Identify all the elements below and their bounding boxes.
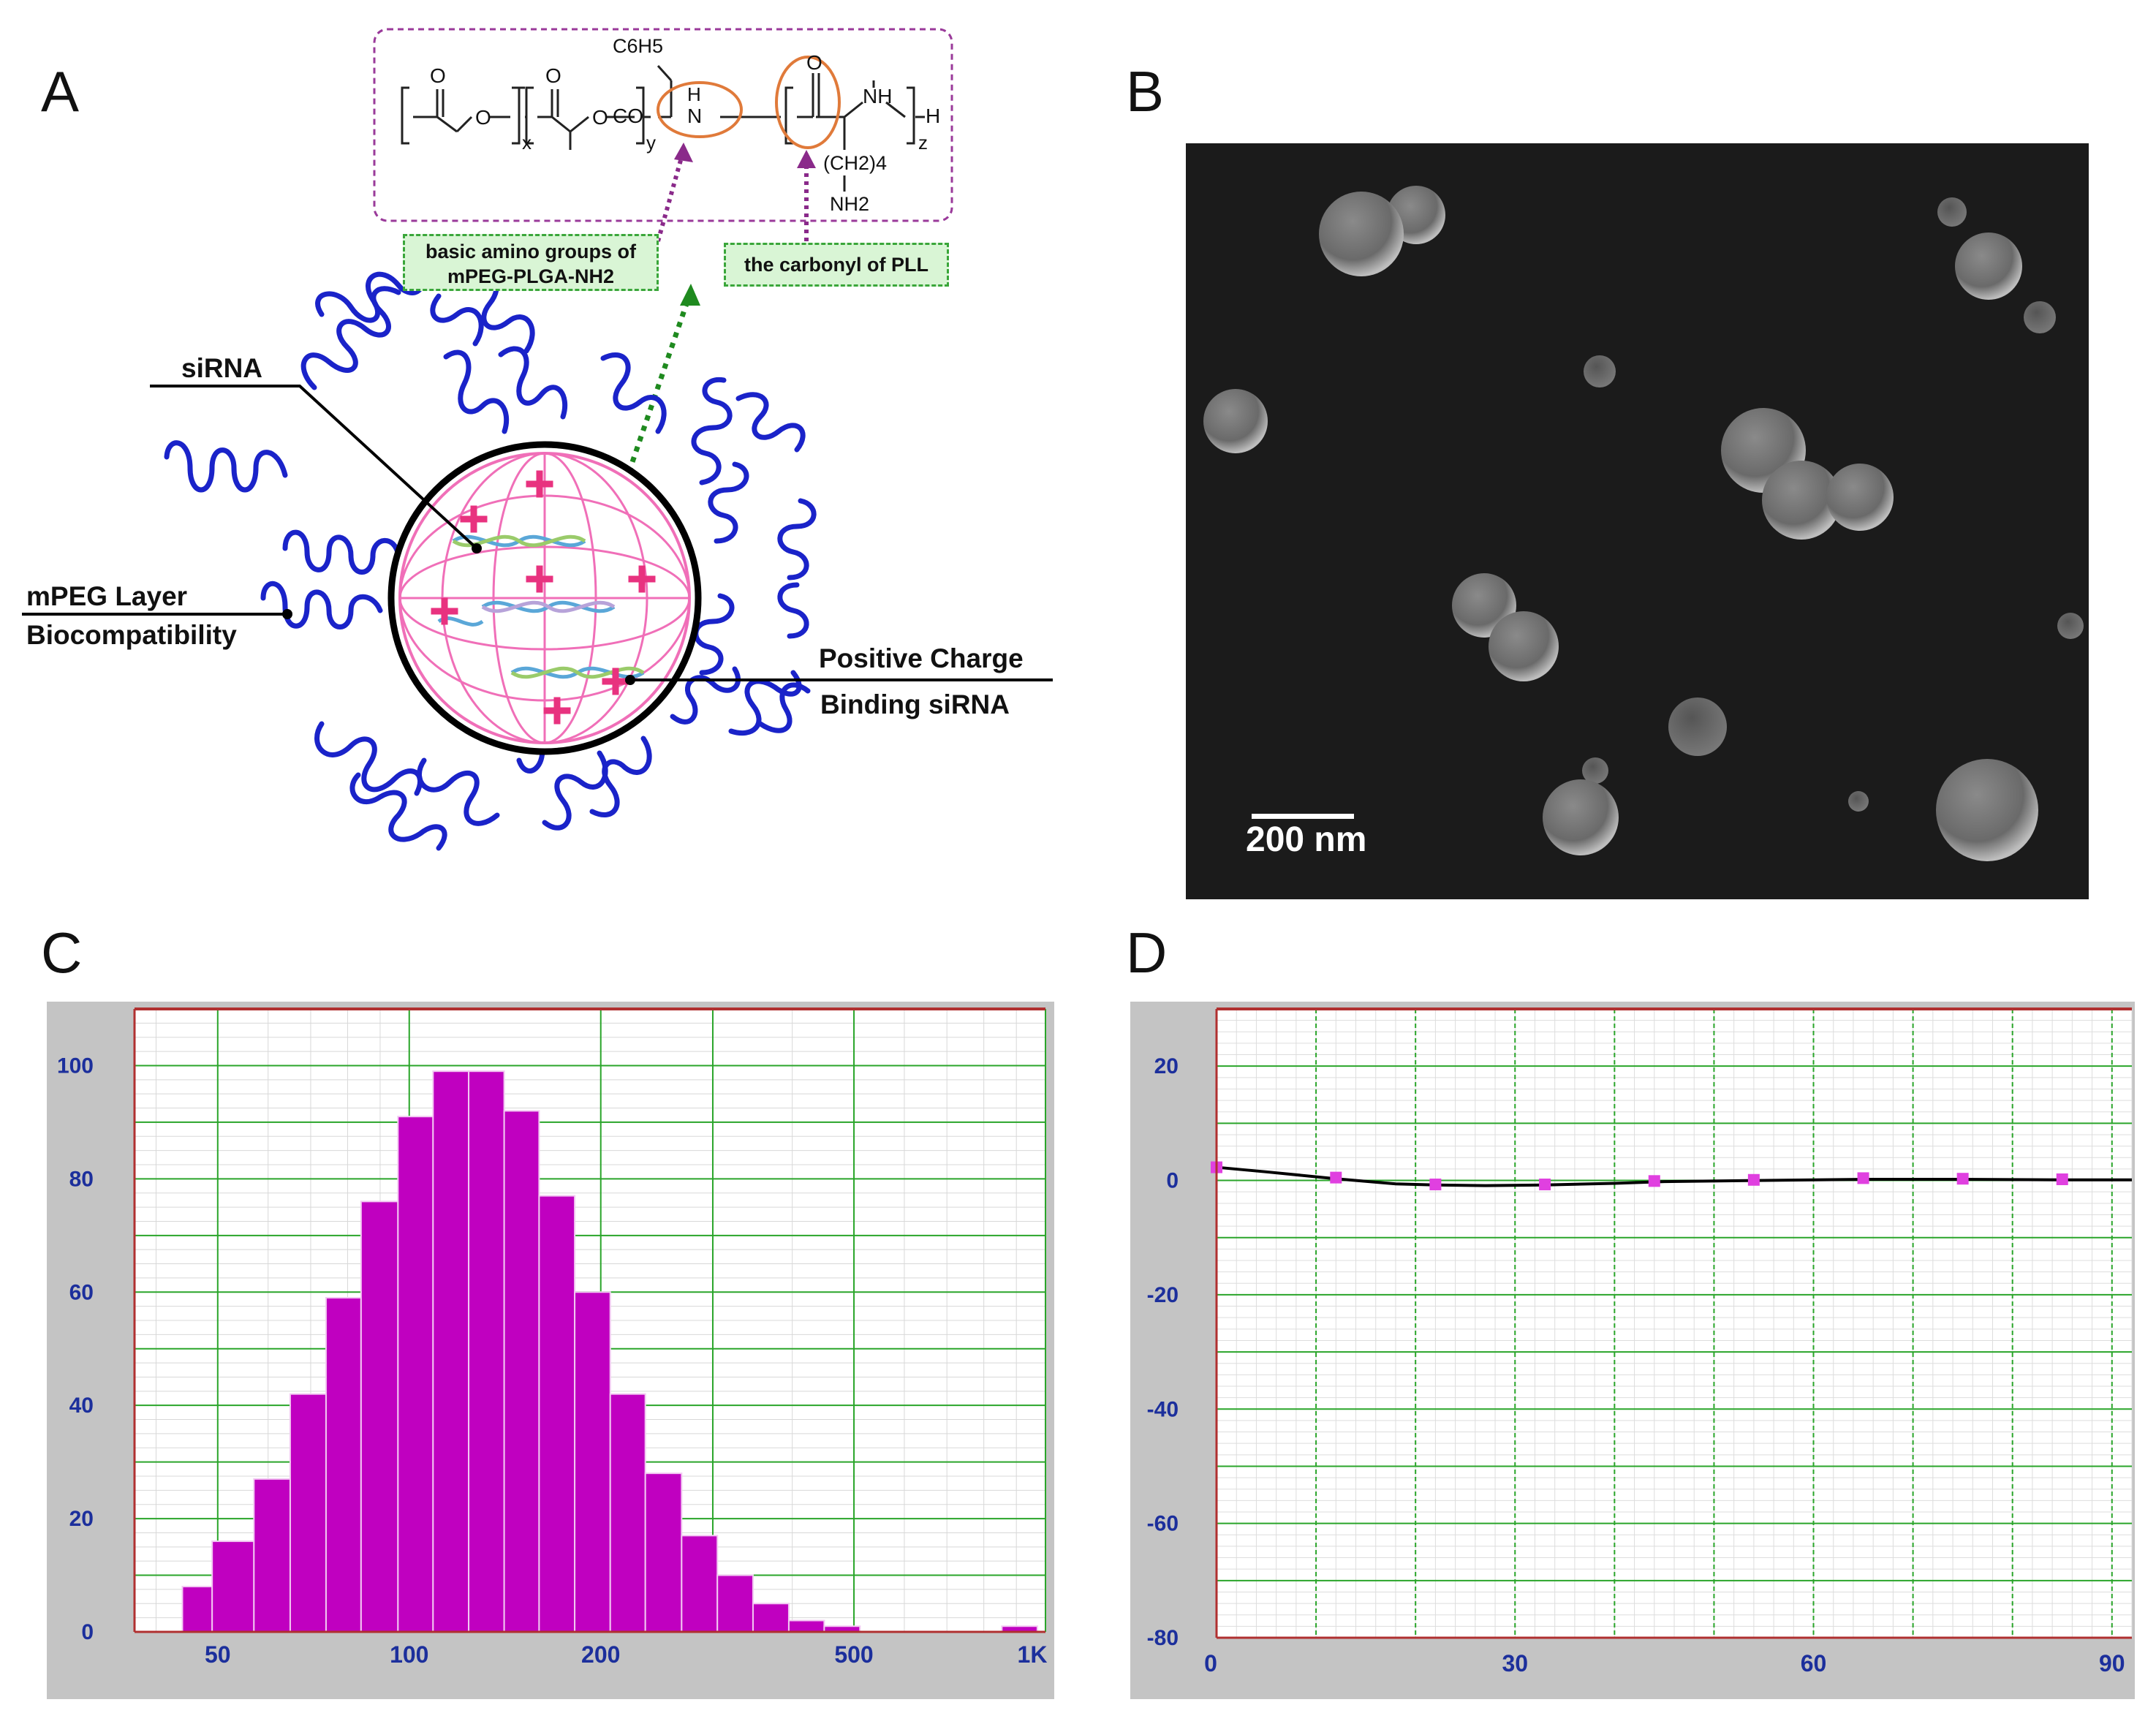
- x-tick-label: 1K: [1018, 1641, 1048, 1668]
- chem-sub-x: x: [522, 132, 532, 154]
- positive-charge-label: Positive Charge: [819, 643, 1024, 673]
- x-tick-label: 100: [390, 1641, 428, 1668]
- x-tick-label: 0: [1204, 1650, 1217, 1676]
- x-tick-label: 60: [1801, 1650, 1827, 1676]
- y-tick-label: 20: [1154, 1054, 1179, 1078]
- y-tick-label: -80: [1147, 1626, 1179, 1650]
- histogram-bar: [609, 1393, 646, 1633]
- amino-highlight-circle: [657, 81, 743, 138]
- panel-label-d: D: [1126, 920, 1168, 985]
- histogram-bar: [432, 1070, 470, 1633]
- y-tick-label: 0: [1166, 1169, 1179, 1193]
- chem-structure: [401, 64, 925, 192]
- chem-o-1: O: [430, 64, 446, 87]
- y-tick-label: 40: [69, 1394, 94, 1418]
- histogram-bar: [253, 1478, 291, 1633]
- mpeg-chains: [164, 241, 817, 851]
- chem-c6h5: C6H5: [613, 35, 664, 57]
- amino-annotation-line2: mPEG-PLGA-NH2: [447, 265, 615, 287]
- histogram-bar: [468, 1070, 505, 1633]
- amino-annotation-line1: basic amino groups of: [425, 241, 637, 262]
- chem-sub-z: z: [918, 132, 928, 154]
- chem-nh: NH: [863, 85, 893, 107]
- y-tick-label: 0: [81, 1620, 94, 1644]
- data-point: [1648, 1175, 1660, 1187]
- y-tick-label: 80: [69, 1167, 94, 1191]
- chem-o-4: O: [592, 106, 608, 129]
- histogram-bar: [503, 1110, 540, 1633]
- sirna-helices: [437, 534, 645, 679]
- data-point: [1857, 1172, 1869, 1184]
- y-tick-label: 60: [69, 1280, 94, 1304]
- histogram-bar: [574, 1291, 611, 1633]
- chem-o-5: O: [806, 51, 822, 74]
- chem-sub-y: y: [646, 132, 656, 154]
- y-tick-label: -20: [1147, 1283, 1179, 1307]
- chem-co: CO: [613, 105, 643, 127]
- histogram-bar: [397, 1116, 434, 1633]
- chem-h-end: H: [926, 105, 941, 127]
- chem-h: H: [687, 83, 701, 105]
- x-tick-label: 200: [581, 1641, 620, 1668]
- series-line: [1216, 1165, 2132, 1187]
- histogram-bar: [360, 1201, 399, 1633]
- data-point: [1330, 1171, 1342, 1184]
- chem-o-2: O: [545, 64, 561, 87]
- histogram-bar: [289, 1393, 327, 1633]
- chem-o-3: O: [475, 106, 491, 129]
- panel-label-a: A: [41, 59, 80, 124]
- chem-n: N: [687, 105, 703, 127]
- histogram-bar: [787, 1619, 825, 1633]
- size-distribution-chart: 0 20 40 60 80 100 50 100 200 500 1K: [57, 1007, 1048, 1668]
- x-tick-label: 50: [205, 1641, 231, 1668]
- sem-micrograph: 200 nm: [1186, 143, 2089, 899]
- histogram-bar: [181, 1586, 213, 1633]
- y-tick-label: -60: [1147, 1512, 1179, 1536]
- mpeg-layer-label: mPEG Layer: [26, 581, 188, 611]
- scale-bar: [1252, 814, 1354, 819]
- data-point: [1539, 1179, 1551, 1191]
- amino-pointer-arrow: [656, 149, 686, 242]
- histogram-bar: [538, 1195, 576, 1633]
- y-tick-label: 100: [57, 1054, 94, 1078]
- histogram-bar: [644, 1472, 683, 1633]
- panel-a-diagram: [22, 28, 1053, 851]
- stability-chart: 20 0 -20 -40 -60 -80 0 30 60 90: [1147, 1007, 2133, 1676]
- y-tick-label: 20: [69, 1507, 94, 1531]
- data-point: [1747, 1173, 1760, 1186]
- nanoparticle-sphere: [387, 441, 702, 755]
- binding-sirna-label: Binding siRNA: [820, 689, 1010, 719]
- sirna-label: siRNA: [181, 353, 263, 383]
- chem-ch2: (CH2)4: [823, 152, 888, 174]
- leader-lines: [22, 385, 1053, 681]
- data-point: [2056, 1173, 2068, 1185]
- x-tick-label: 500: [834, 1641, 873, 1668]
- carbonyl-annotation: the carbonyl of PLL: [724, 243, 949, 287]
- data-point: [1429, 1179, 1442, 1191]
- amino-groups-annotation: basic amino groups of mPEG-PLGA-NH2: [403, 234, 659, 291]
- x-tick-label: 90: [2099, 1650, 2125, 1676]
- y-tick-label: -40: [1147, 1397, 1179, 1421]
- chem-structure-box: [373, 28, 953, 222]
- panel-label-b: B: [1126, 59, 1165, 124]
- histogram-bar: [325, 1297, 362, 1633]
- positive-charge-marks: [431, 470, 656, 725]
- panel-label-c: C: [41, 920, 83, 985]
- sem-particles: [1203, 186, 2084, 861]
- histogram-bar: [716, 1574, 754, 1633]
- biocompatibility-label: Biocompatibility: [26, 620, 237, 650]
- chem-nh2: NH2: [830, 193, 870, 215]
- histogram-bar: [211, 1540, 255, 1633]
- scale-bar-label: 200 nm: [1246, 820, 1367, 859]
- carbonyl-highlight-circle: [775, 56, 841, 149]
- histogram-bar: [681, 1535, 719, 1633]
- carbonyl-annotation-text: the carbonyl of PLL: [744, 254, 929, 276]
- histogram-bar: [752, 1603, 790, 1633]
- data-point: [1956, 1173, 1969, 1185]
- x-tick-label: 30: [1502, 1650, 1528, 1676]
